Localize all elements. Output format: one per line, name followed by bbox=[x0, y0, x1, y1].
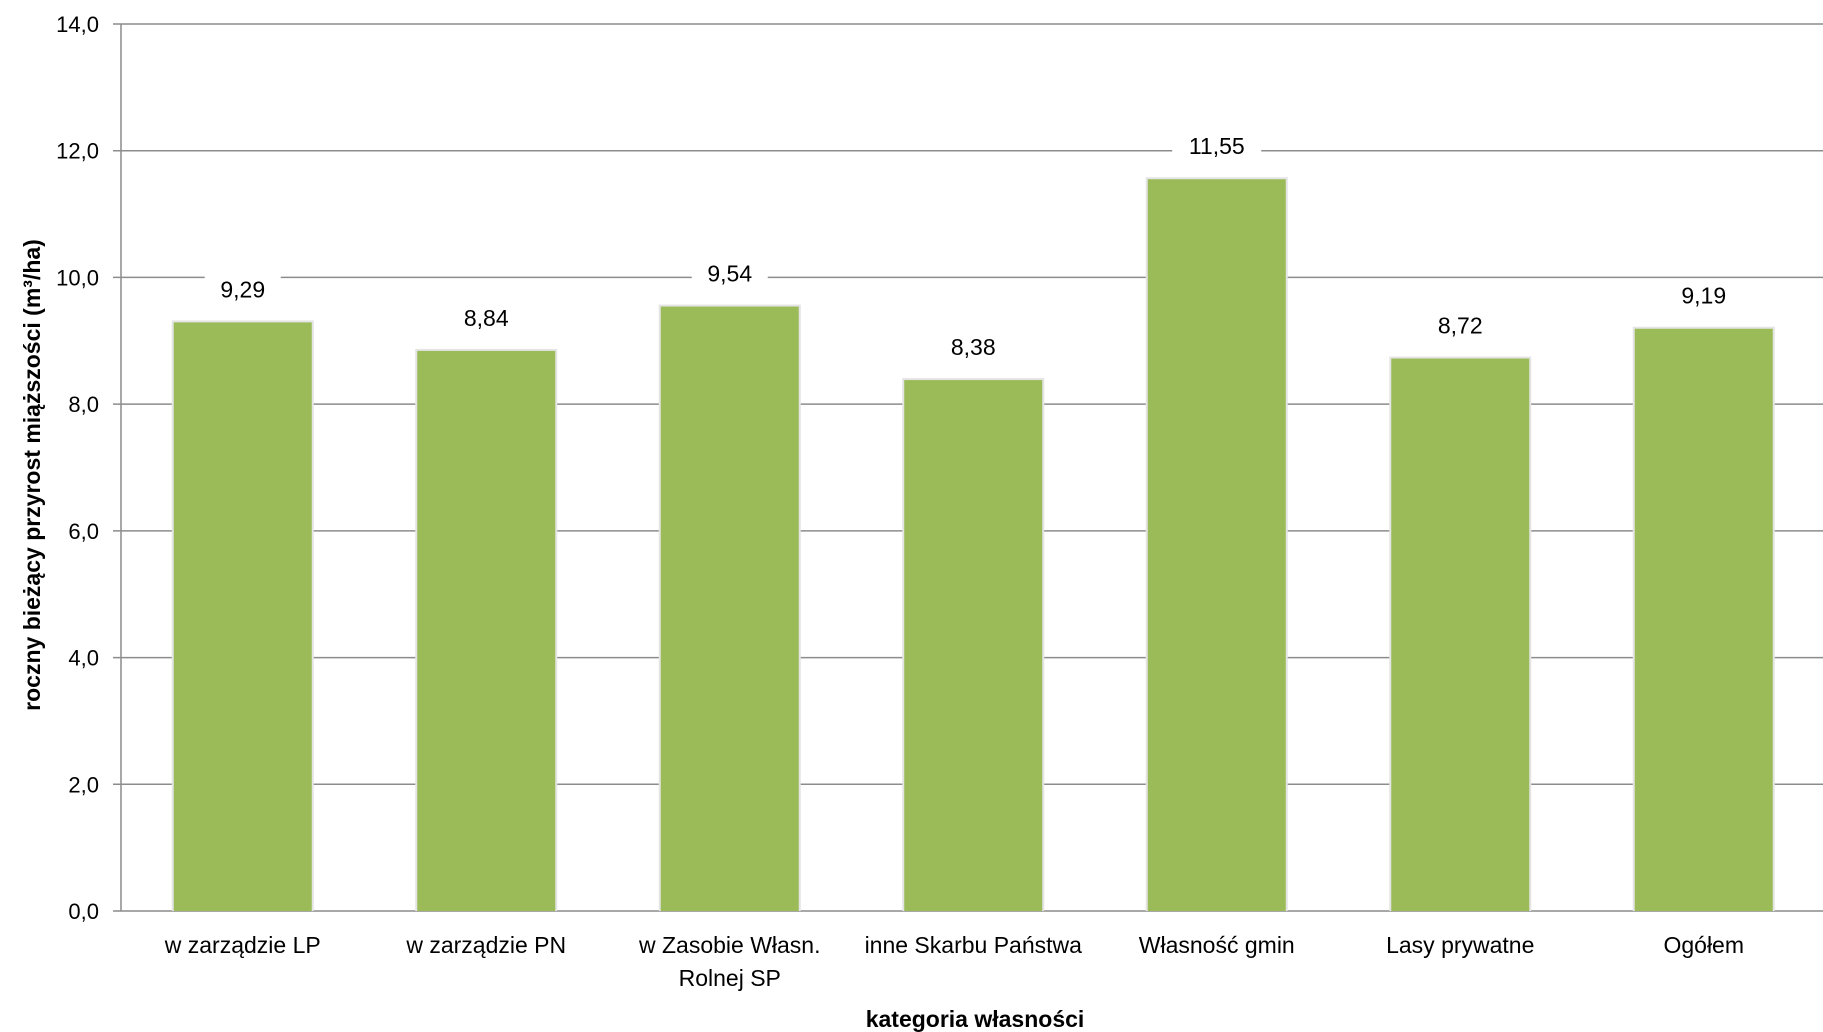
x-axis-title: kategoria własności bbox=[866, 1006, 1085, 1032]
y-tick-label: 4,0 bbox=[68, 646, 99, 671]
bar bbox=[1391, 358, 1530, 911]
x-category-label: inne Skarbu Państwa bbox=[865, 932, 1083, 958]
bar bbox=[1634, 328, 1773, 911]
bar bbox=[417, 350, 556, 911]
data-label-background bbox=[204, 275, 281, 306]
bars bbox=[171, 177, 1775, 912]
data-label: 9,54 bbox=[707, 261, 752, 287]
x-category-label: Rolnej SP bbox=[679, 965, 781, 991]
data-label-background bbox=[691, 259, 768, 290]
data-label-background bbox=[1422, 311, 1499, 342]
data-label: 11,55 bbox=[1189, 133, 1245, 159]
x-axis-categories: w zarządzie LP w zarządzie PN w Zasobie Wł… bbox=[164, 932, 1744, 991]
y-axis-title: roczny bieżący przyrost miąższości (m³/h… bbox=[19, 239, 45, 711]
y-tick-label: 2,0 bbox=[68, 772, 99, 797]
x-category-label: w Zasobie Własn. bbox=[638, 932, 821, 958]
data-label: 9,29 bbox=[220, 276, 265, 302]
x-category-label: w zarządzie PN bbox=[405, 932, 566, 958]
y-tick-label: 12,0 bbox=[56, 139, 99, 164]
data-labels: 9,29 8,84 9,54 8,38 11,55 8,72 9,19 bbox=[204, 132, 1742, 364]
data-label: 8,72 bbox=[1438, 313, 1483, 339]
bar bbox=[904, 380, 1043, 911]
x-category-label: Własność gmin bbox=[1139, 932, 1295, 958]
x-category-label: Lasy prywatne bbox=[1386, 932, 1534, 958]
y-tick-label: 14,0 bbox=[56, 12, 99, 37]
y-tick-label: 8,0 bbox=[68, 392, 99, 417]
data-label: 8,84 bbox=[464, 305, 509, 331]
x-category-label: Ogółem bbox=[1663, 932, 1744, 958]
data-label: 8,38 bbox=[951, 334, 996, 360]
data-label-background bbox=[1172, 132, 1262, 163]
data-label-background bbox=[935, 333, 1012, 364]
y-tick-label: 6,0 bbox=[68, 519, 99, 544]
y-tick-label: 0,0 bbox=[68, 899, 99, 924]
data-label-background bbox=[1665, 281, 1742, 312]
bar bbox=[660, 306, 799, 911]
y-axis-ticks: 0,0 2,0 4,0 6,0 8,0 10,0 12,0 14,0 bbox=[56, 12, 99, 924]
bar bbox=[1147, 179, 1286, 912]
bar bbox=[173, 322, 312, 912]
y-tick-label: 10,0 bbox=[56, 265, 99, 290]
x-category-label: w zarządzie LP bbox=[164, 932, 321, 958]
data-label-background bbox=[448, 303, 525, 334]
data-label: 9,19 bbox=[1681, 283, 1726, 309]
